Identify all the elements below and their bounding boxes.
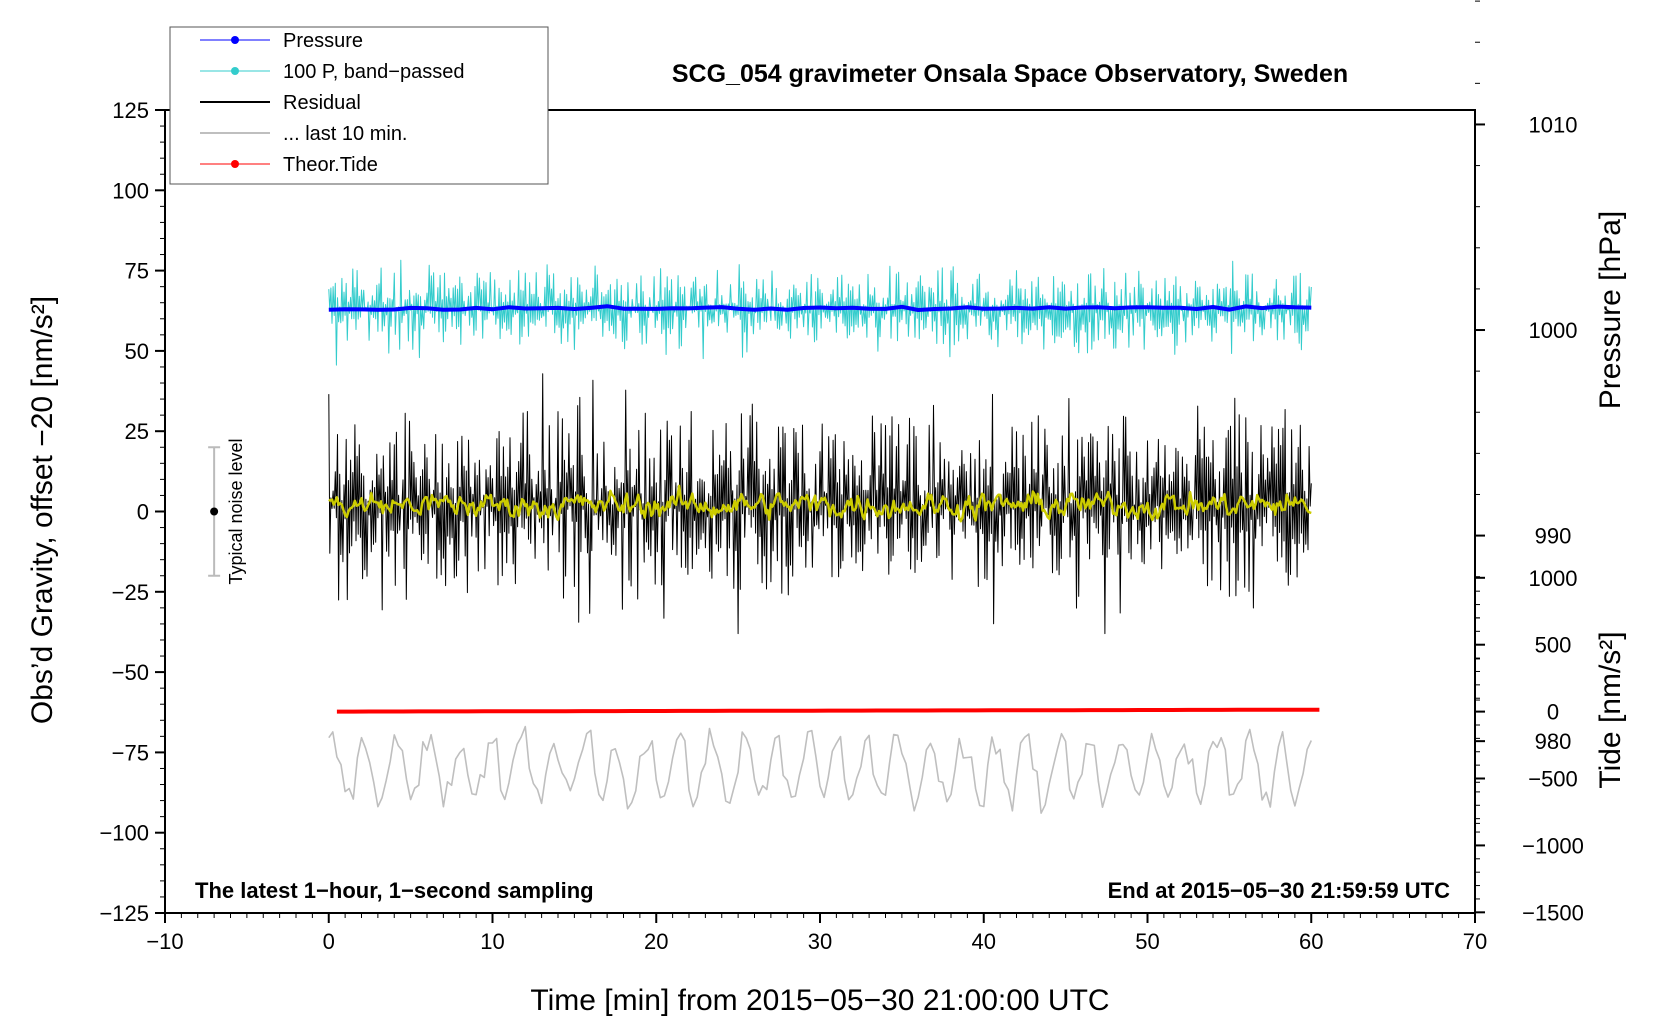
legend-swatch-marker <box>231 160 239 168</box>
tide-tick-label: 0 <box>1547 700 1559 725</box>
pressure-axis-ticks: 1030102010101000990980 <box>1475 0 1578 824</box>
pressure-tick-label: 980 <box>1535 729 1572 754</box>
y-tick-label: 25 <box>125 419 149 444</box>
series-pressure-line <box>328 304 1312 312</box>
noise-level-indicator: Typical noise level <box>208 438 246 585</box>
pressure-tick-label: 990 <box>1535 524 1572 549</box>
x-tick-label: 20 <box>644 929 668 954</box>
x-tick-label: 0 <box>323 929 335 954</box>
legend-label: Residual <box>283 92 361 114</box>
y-tick-label: −25 <box>112 580 149 605</box>
x-tick-label: 70 <box>1463 929 1487 954</box>
noise-level-label: Typical noise level <box>226 438 246 584</box>
x-tick-label: 10 <box>480 929 504 954</box>
sampling-annotation: The latest 1−hour, 1−second sampling <box>195 878 594 903</box>
series-residual-smoothed-line <box>328 484 1312 523</box>
tide-tick-label: −1000 <box>1522 833 1584 858</box>
y-tick-label: 0 <box>137 500 149 525</box>
legend-swatch-marker <box>231 67 239 75</box>
x-tick-label: 50 <box>1135 929 1159 954</box>
series-residual-line <box>328 373 1312 635</box>
pressure-tick-label: 1000 <box>1529 318 1578 343</box>
tide-tick-label: −500 <box>1528 767 1578 792</box>
x-tick-label: 60 <box>1299 929 1323 954</box>
tide-tick-label: −1500 <box>1522 900 1584 925</box>
noise-center-dot <box>210 507 219 516</box>
legend-label: Theor.Tide <box>283 154 378 176</box>
legend-label: 100 P, band−passed <box>283 61 464 83</box>
series-theor-tide-line <box>336 707 1320 714</box>
y-tick-label: −50 <box>112 660 149 685</box>
y-axis-title-pressure: Pressure [hPa] <box>1594 211 1627 409</box>
tide-tick-label: 1000 <box>1529 566 1578 591</box>
y-tick-label: 50 <box>125 339 149 364</box>
pressure-tick-label: 1010 <box>1529 112 1578 137</box>
legend-swatch-marker <box>231 36 239 44</box>
x-tick-label: −10 <box>146 929 183 954</box>
legend: Pressure 100 P, band−passed Residual ... la… <box>169 26 549 185</box>
legend-label: Pressure <box>283 30 363 52</box>
chart-title: SCG_054 gravimeter Onsala Space Observat… <box>672 60 1348 88</box>
tide-axis-ticks: 1000 500 0 −500 −1000 −1500 <box>1475 566 1584 925</box>
x-axis-ticks: −10 0 10 20 30 40 50 60 70 <box>146 913 1487 954</box>
y-tick-label: −100 <box>99 821 149 846</box>
x-axis-title: Time [min] from 2015−05−30 21:00:00 UTC <box>530 984 1109 1017</box>
y-axis-title-left: Obs’d Gravity, offset −20 [nm/s²] <box>26 296 59 724</box>
x-tick-label: 30 <box>808 929 832 954</box>
y-axis-title-tide: Tide [nm/s²] <box>1594 631 1627 788</box>
series-last-10-min-line <box>328 725 1313 815</box>
y-axis-ticks-left: 125 100 75 50 25 0 −25 −50 −75 −100 −125 <box>99 98 165 926</box>
y-tick-label: 100 <box>112 178 149 203</box>
x-tick-label: 40 <box>972 929 996 954</box>
legend-label: ... last 10 min. <box>283 123 408 145</box>
y-tick-label: −125 <box>99 901 149 926</box>
tide-tick-label: 500 <box>1535 633 1572 658</box>
y-tick-label: 125 <box>112 98 149 123</box>
end-time-annotation: End at 2015−05−30 21:59:59 UTC <box>1108 878 1451 903</box>
y-tick-label: 75 <box>125 259 149 284</box>
series-100-p-band-passed-line <box>328 259 1312 366</box>
series-layer <box>328 259 1320 815</box>
legend-box <box>169 26 549 185</box>
y-tick-label: −75 <box>112 740 149 765</box>
